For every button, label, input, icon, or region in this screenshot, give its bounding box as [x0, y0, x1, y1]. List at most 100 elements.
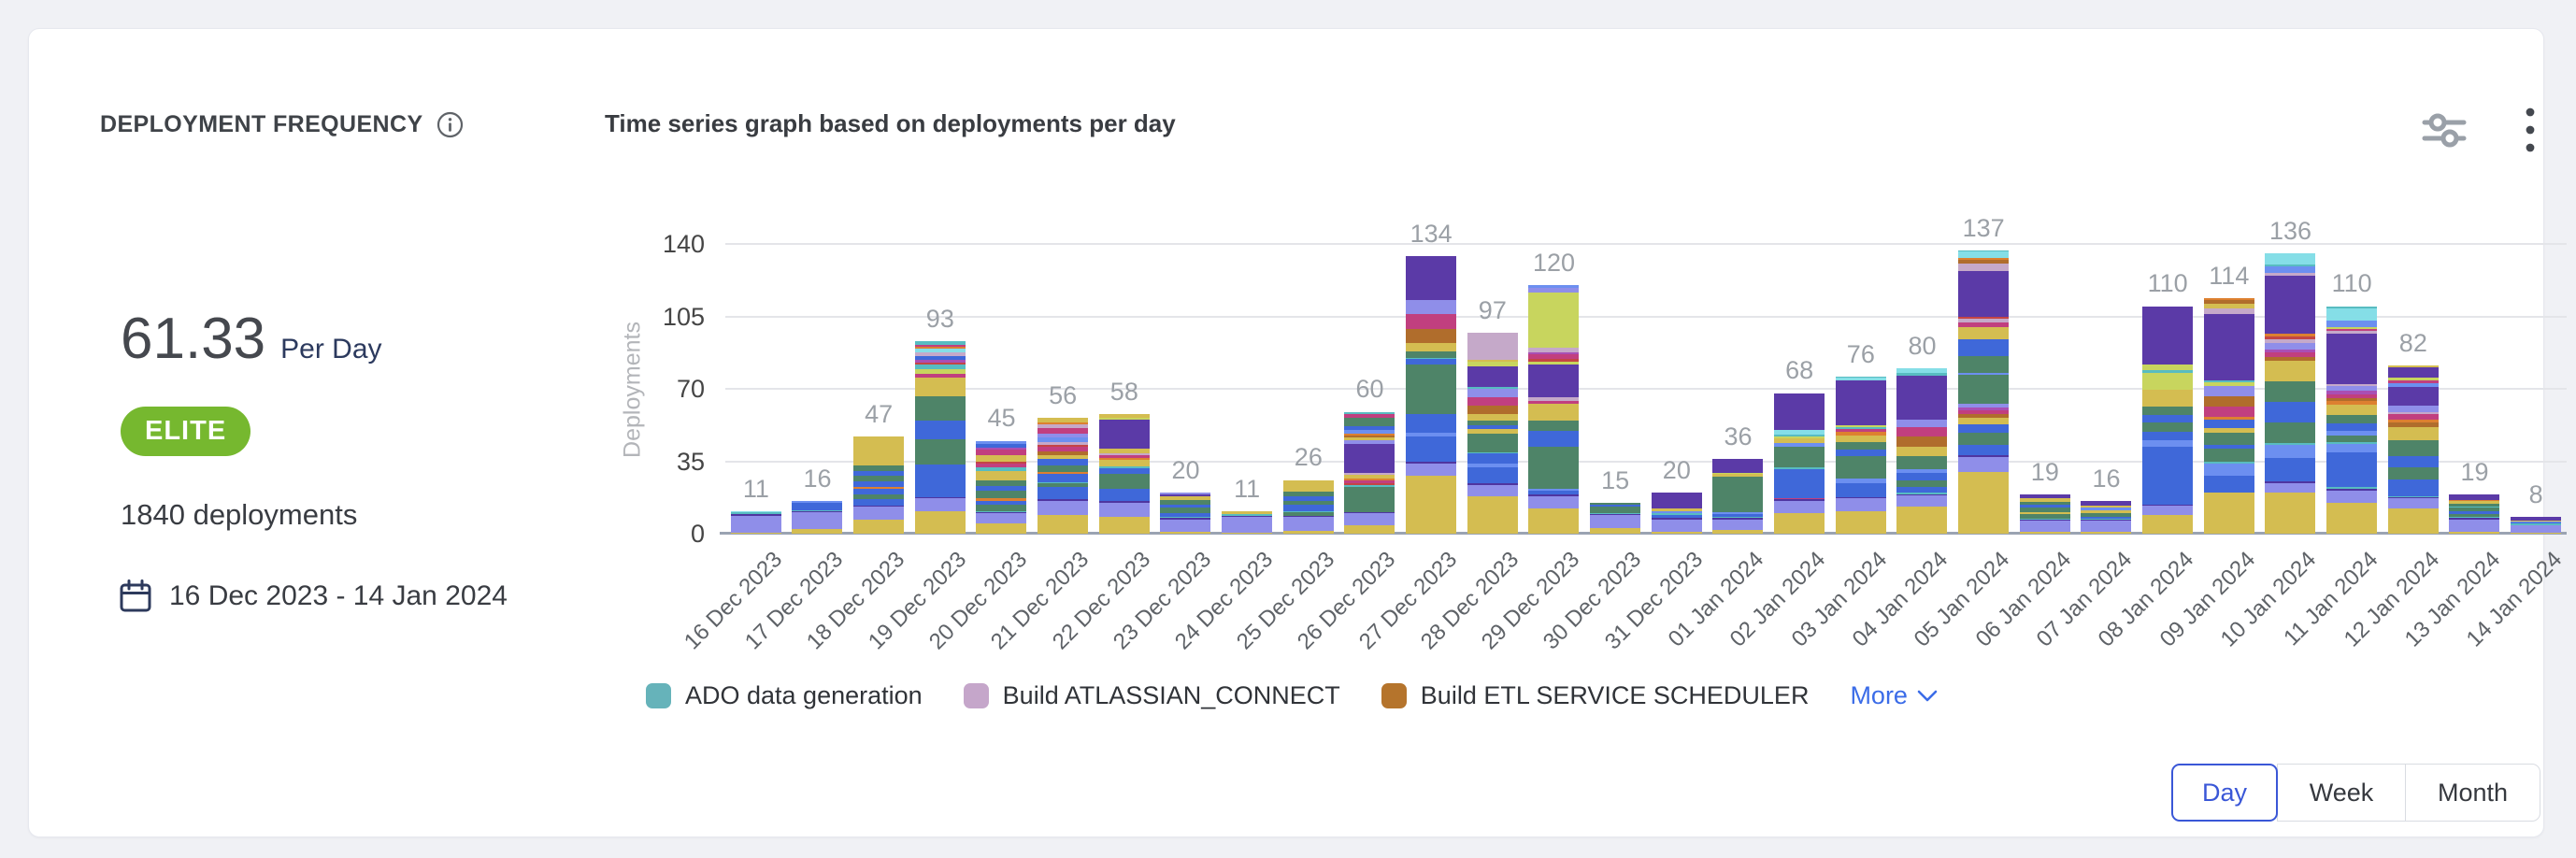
- bar-value-label: 97: [1478, 296, 1507, 325]
- kebab-menu-icon[interactable]: [2504, 104, 2556, 156]
- bar-03-jan-2024[interactable]: [1835, 376, 1886, 534]
- legend-item[interactable]: Build ETL SERVICE SCHEDULER: [1381, 681, 1810, 710]
- bar-29-dec-2023[interactable]: [1528, 285, 1580, 534]
- gridline-105: [725, 315, 2567, 318]
- bar-segment: [1467, 362, 1518, 366]
- bar-segment: [1835, 377, 1886, 381]
- bar-segment: [2142, 422, 2194, 433]
- bar-17-dec-2023[interactable]: [792, 500, 843, 534]
- total-deployments: 1840 deployments: [121, 498, 358, 531]
- bar-segment: [1344, 418, 1395, 427]
- bar-slot: 26: [1278, 207, 1339, 534]
- bar-24-dec-2023[interactable]: [1222, 510, 1273, 534]
- bar-segment: [2449, 494, 2500, 500]
- bar-segment: [1958, 260, 2010, 264]
- bar-segment: [1467, 365, 1518, 387]
- bar-12-jan-2024[interactable]: [2387, 365, 2439, 534]
- bar-slot: 120: [1524, 207, 1585, 534]
- bar-08-jan-2024[interactable]: [2142, 306, 2194, 534]
- bar-segment: [2142, 389, 2194, 407]
- bar-07-jan-2024[interactable]: [2081, 500, 2132, 534]
- bar-segment: [1528, 287, 1580, 293]
- bar-segment: [2326, 490, 2378, 503]
- bar-06-jan-2024[interactable]: [2019, 494, 2070, 534]
- bar-01-jan-2024[interactable]: [1712, 459, 1764, 534]
- filter-sliders-icon[interactable]: [2418, 104, 2470, 156]
- bar-segment: [2203, 449, 2254, 462]
- bar-segment: [1528, 348, 1580, 352]
- bar-slot: 36: [1708, 207, 1769, 534]
- bar-segment: [1528, 404, 1580, 421]
- bar-value-label: 110: [2147, 269, 2188, 298]
- bar-segment: [2203, 304, 2254, 308]
- bar-segment: [1528, 292, 1580, 349]
- bar-04-jan-2024[interactable]: [1896, 367, 1948, 534]
- bar-segment: [1958, 409, 2010, 415]
- bar-16-dec-2023[interactable]: [730, 510, 781, 534]
- bar-20-dec-2023[interactable]: [976, 440, 1027, 534]
- bar-19-dec-2023[interactable]: [914, 341, 966, 534]
- legend-more-link[interactable]: More: [1850, 681, 1939, 710]
- y-tick-label: 70: [676, 375, 705, 403]
- bar-segment: [914, 344, 966, 347]
- bar-segment: [2387, 379, 2439, 383]
- bar-28-dec-2023[interactable]: [1467, 333, 1518, 534]
- bar-segment: [1406, 432, 1457, 437]
- bar-segment: [2265, 457, 2316, 482]
- bar-segment: [914, 377, 966, 396]
- bar-26-dec-2023[interactable]: [1344, 411, 1395, 534]
- bar-09-jan-2024[interactable]: [2203, 297, 2254, 534]
- bar-27-dec-2023[interactable]: [1406, 256, 1457, 534]
- bar-segment: [1590, 515, 1641, 529]
- date-range: 16 Dec 2023 - 14 Jan 2024: [169, 580, 508, 611]
- bar-segment: [1098, 460, 1150, 467]
- bar-segment: [1160, 492, 1211, 495]
- bar-05-jan-2024[interactable]: [1958, 250, 2010, 534]
- bar-segment: [2387, 414, 2439, 420]
- bar-23-dec-2023[interactable]: [1160, 492, 1211, 534]
- bar-segment: [1958, 372, 2010, 376]
- bar-segment: [1344, 512, 1395, 526]
- bar-segment: [2142, 506, 2194, 516]
- bar-slot: 8: [2505, 207, 2567, 534]
- granularity-month-button[interactable]: Month: [2405, 764, 2540, 822]
- bar-11-jan-2024[interactable]: [2326, 306, 2378, 534]
- bar-25-dec-2023[interactable]: [1282, 479, 1334, 534]
- legend-label: Build ETL SERVICE SCHEDULER: [1420, 681, 1810, 709]
- bar-segment: [976, 454, 1027, 462]
- bar-segment: [914, 464, 966, 498]
- bar-segment: [2203, 314, 2254, 381]
- bar-21-dec-2023[interactable]: [1038, 418, 1089, 534]
- bar-slot: 93: [909, 207, 971, 534]
- bar-02-jan-2024[interactable]: [1774, 393, 1825, 534]
- bar-18-dec-2023[interactable]: [853, 436, 905, 534]
- legend-item[interactable]: ADO data generation: [646, 681, 923, 710]
- bar-segment: [2203, 307, 2254, 315]
- bar-10-jan-2024[interactable]: [2265, 253, 2316, 534]
- bar-segment: [1958, 418, 2010, 425]
- bar-segment: [1958, 424, 2010, 433]
- info-icon[interactable]: [436, 111, 464, 138]
- bar-31-dec-2023[interactable]: [1651, 492, 1702, 534]
- bar-segment: [2326, 487, 2378, 489]
- bar-13-jan-2024[interactable]: [2449, 494, 2500, 534]
- deployment-frequency-card: DEPLOYMENT FREQUENCY Time series graph b…: [28, 28, 2567, 837]
- bar-22-dec-2023[interactable]: [1098, 413, 1150, 534]
- bar-segment: [1651, 510, 1702, 514]
- bar-segment: [914, 341, 966, 345]
- bar-14-jan-2024[interactable]: [2511, 517, 2562, 534]
- bar-segment: [1406, 357, 1457, 360]
- bar-slot: 45: [971, 207, 1033, 534]
- bar-30-dec-2023[interactable]: [1590, 502, 1641, 534]
- bar-segment: [1038, 515, 1089, 534]
- bar-segment: [1958, 414, 2010, 419]
- granularity-week-button[interactable]: Week: [2277, 764, 2406, 822]
- legend-item[interactable]: Build ATLASSIAN_CONNECT: [963, 681, 1340, 710]
- bar-segment: [976, 479, 1027, 487]
- bar-segment: [2019, 505, 2070, 508]
- bar-segment: [1896, 419, 1948, 428]
- bar-segment: [2387, 479, 2439, 496]
- granularity-day-button[interactable]: Day: [2171, 764, 2278, 822]
- bar-slot: 56: [1032, 207, 1094, 534]
- bar-segment: [1712, 518, 1764, 520]
